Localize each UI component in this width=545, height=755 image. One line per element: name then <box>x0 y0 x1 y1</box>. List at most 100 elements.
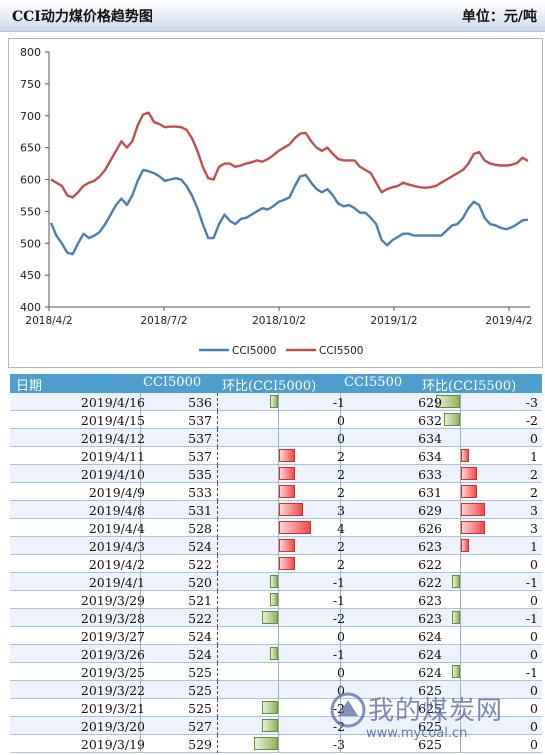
change-bar-cci5000 <box>270 647 278 660</box>
column-divider <box>278 735 279 753</box>
table-row: 2019/4/3 524 2 623 1 <box>10 537 542 555</box>
table-row: 2019/3/20 527 -2 625 0 <box>10 717 542 735</box>
x-tick-label: 2018/10/2 <box>252 315 306 327</box>
dashed-divider <box>217 465 218 483</box>
column-divider <box>278 591 279 609</box>
column-divider <box>140 591 141 609</box>
table-row: 2019/4/10 535 2 633 2 <box>10 465 542 483</box>
change-bar-cci5000 <box>270 575 278 588</box>
x-tick-label: 2018/4/2 <box>25 315 72 327</box>
y-tick-label: 500 <box>20 237 41 250</box>
column-divider <box>460 717 461 735</box>
cci5000-cell: 520 <box>188 575 212 590</box>
column-divider <box>140 645 141 663</box>
change-cci5000-cell: 2 <box>337 557 345 572</box>
column-divider <box>340 663 341 681</box>
cci5500-cell: 629 <box>418 395 442 410</box>
column-divider <box>278 555 279 573</box>
date-cell: 2019/3/21 <box>80 701 145 716</box>
change-cci5500-cell: -3 <box>525 395 538 410</box>
dashed-divider <box>217 501 218 519</box>
dashed-divider <box>217 627 218 645</box>
column-divider <box>460 681 461 699</box>
change-cci5500-cell: -2 <box>525 413 538 428</box>
cci5000-cell: 524 <box>188 629 212 644</box>
column-divider <box>460 411 461 429</box>
change-bar-cci5500 <box>461 539 469 552</box>
table-row: 2019/3/21 525 -2 625 0 <box>10 699 542 717</box>
column-divider <box>460 627 461 645</box>
cci5500-cell: 626 <box>418 521 442 536</box>
dashed-divider <box>217 717 218 735</box>
change-bar-cci5000 <box>262 719 278 732</box>
watermark: 我的煤炭网 www.mycoal.cn <box>328 690 533 750</box>
column-divider <box>460 465 461 483</box>
column-divider <box>140 483 141 501</box>
date-cell: 2019/4/1 <box>88 575 145 590</box>
column-divider <box>340 429 341 447</box>
column-divider <box>340 393 341 411</box>
column-divider <box>340 483 341 501</box>
change-cci5500-cell: 0 <box>530 683 538 698</box>
change-cci5000-cell: 2 <box>337 485 345 500</box>
column-divider <box>340 465 341 483</box>
cci5500-cell: 633 <box>418 467 442 482</box>
change-bar-cci5500 <box>452 575 460 588</box>
column-divider <box>278 681 279 699</box>
change-cci5500-cell: 1 <box>530 449 538 464</box>
date-cell: 2019/4/2 <box>88 557 145 572</box>
cci5000-cell: 521 <box>188 593 212 608</box>
column-divider <box>278 627 279 645</box>
change-bar-cci5000 <box>279 485 295 498</box>
change-cci5500-cell: 0 <box>530 557 538 572</box>
y-tick-label: 400 <box>20 301 41 314</box>
cci5500-cell: 625 <box>418 683 442 698</box>
header-cci5500: CCI5500 <box>344 375 403 390</box>
change-cci5000-cell: 2 <box>337 539 345 554</box>
change-cci5500-cell: 0 <box>530 431 538 446</box>
legend-label: CCI5500 <box>319 345 363 357</box>
cci5000-cell: 525 <box>188 701 212 716</box>
column-divider <box>140 393 141 411</box>
column-divider <box>340 645 341 663</box>
table-header: 日期 CCI5000 环比(CCI5000) CCI5500 环比(CCI550… <box>10 374 542 394</box>
column-divider <box>140 735 141 753</box>
dashed-divider <box>217 699 218 717</box>
change-cci5500-cell: 2 <box>530 467 538 482</box>
change-bar-cci5500 <box>461 467 477 480</box>
column-divider <box>460 555 461 573</box>
change-cci5000-cell: 2 <box>337 467 345 482</box>
cci5000-cell: 525 <box>188 665 212 680</box>
column-divider <box>340 519 341 537</box>
column-divider <box>140 501 141 519</box>
column-divider <box>460 393 461 411</box>
change-bar-cci5000 <box>279 503 303 516</box>
column-divider <box>460 429 461 447</box>
change-bar-cci5000 <box>279 539 295 552</box>
date-cell: 2019/3/22 <box>80 683 145 698</box>
column-divider <box>460 483 461 501</box>
change-cci5000-cell: -2 <box>332 719 345 734</box>
column-divider <box>340 681 341 699</box>
change-cci5000-cell: -1 <box>332 593 345 608</box>
change-bar-cci5000 <box>279 521 311 534</box>
column-divider <box>140 411 141 429</box>
dashed-divider <box>217 645 218 663</box>
column-divider <box>278 663 279 681</box>
change-cci5000-cell: 0 <box>337 665 345 680</box>
change-bar-cci5000 <box>279 557 295 570</box>
column-divider <box>340 591 341 609</box>
cci5000-cell: 529 <box>188 737 212 752</box>
cci5000-cell: 531 <box>188 503 212 518</box>
dashed-divider <box>217 537 218 555</box>
change-cci5000-cell: 0 <box>337 413 345 428</box>
column-divider <box>340 699 341 717</box>
column-divider <box>278 411 279 429</box>
series-line-cci5000 <box>49 168 529 256</box>
date-cell: 2019/4/11 <box>80 449 145 464</box>
watermark-url: www.mycoal.cn <box>366 726 468 741</box>
unit-label: 单位：元/吨 <box>461 9 537 25</box>
date-cell: 2019/4/16 <box>80 395 145 410</box>
header-change-cci5000: 环比(CCI5000) <box>222 379 317 394</box>
cci5500-cell: 624 <box>418 629 442 644</box>
